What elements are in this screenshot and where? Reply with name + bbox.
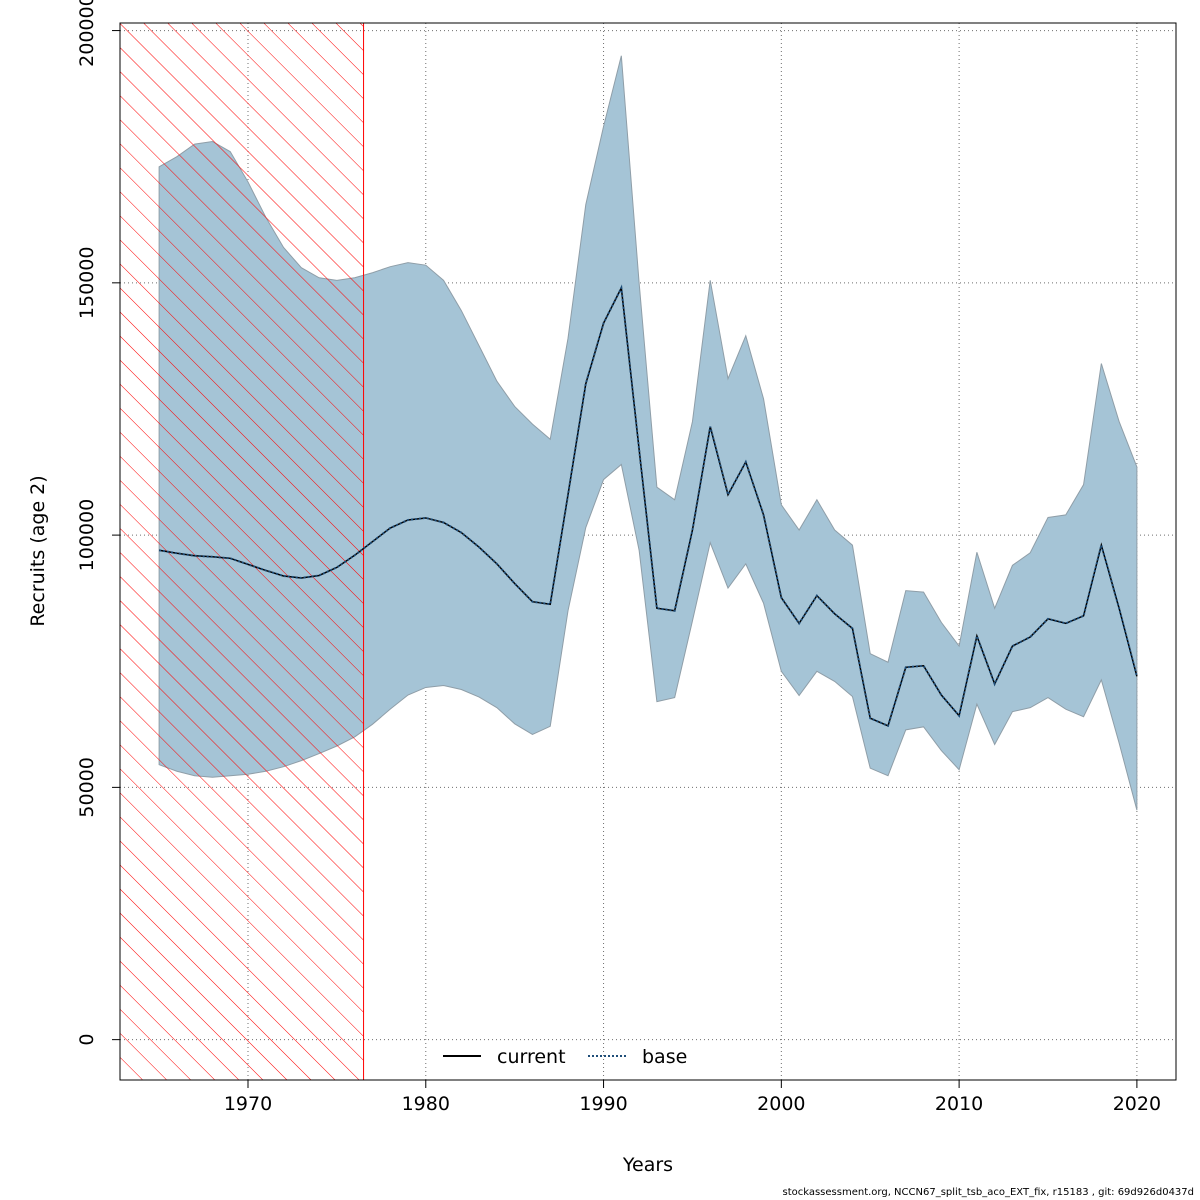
x-tick-label: 1990 [579,1093,627,1115]
x-tick-label: 2020 [1113,1093,1161,1115]
x-tick-label: 2010 [935,1093,983,1115]
series-line-base [158,284,1138,728]
x-tick-label: 1970 [224,1093,272,1115]
y-tick-label: 0 [76,1034,98,1046]
axes: 1970 1980 1990 2000 2010 2020 0 50000 100000 1500… [76,0,1161,1115]
x-axis-label: Years [622,1154,673,1176]
plot-frame [119,22,1177,1081]
legend-label-base: base [642,1046,687,1068]
y-tick-label: 100000 [76,499,98,572]
y-tick-label: 200000 [76,0,98,67]
footer-caption: stockassessment.org, NCCN67_split_tsb_ac… [782,1187,1194,1198]
x-tick-label: 2000 [757,1093,805,1115]
hatched-period [120,23,365,1080]
x-tick-label: 1980 [402,1093,450,1115]
y-tick-label: 150000 [76,247,98,320]
confidence-band-area [158,55,1138,811]
legend: current base [443,1046,687,1068]
series-lines [158,284,1138,728]
y-tick-label: 50000 [76,757,98,817]
hatched-period-rect [120,23,365,1080]
y-axis-label: Recruits (age 2) [27,475,49,626]
confidence-band [158,55,1138,811]
legend-label-current: current [497,1046,566,1068]
